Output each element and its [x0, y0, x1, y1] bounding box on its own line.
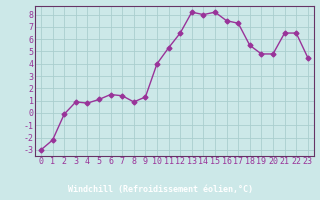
Text: Windchill (Refroidissement éolien,°C): Windchill (Refroidissement éolien,°C): [68, 185, 252, 194]
